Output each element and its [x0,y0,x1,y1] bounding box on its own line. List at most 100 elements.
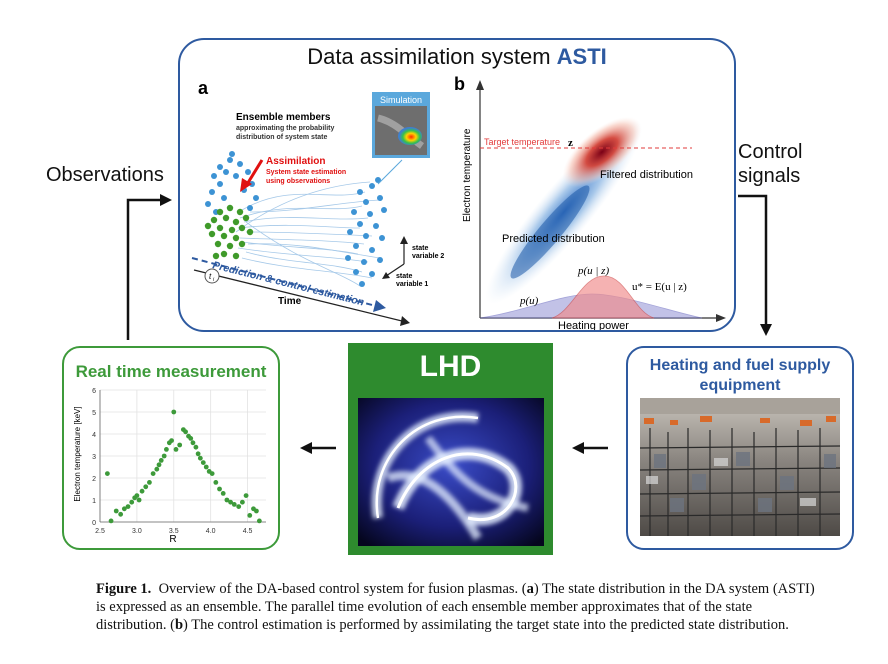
rtm-y-tick: 0 [92,520,96,527]
rtm-data-point [247,513,253,518]
observations-label: Observations [46,164,164,186]
lhd-plasma-photo [358,398,544,546]
rtm-data-point [197,455,203,461]
panel-b-letter: b [454,74,465,94]
rtm-data-point [193,444,199,450]
rtm-data-point [143,484,149,490]
state-var2-line2: variable 2 [412,253,444,260]
asti-brand: ASTI [556,44,607,69]
rtm-data-point [118,511,124,517]
rtm-points [104,409,262,524]
ensemble-sub2: distribution of system state [236,134,328,141]
time-marker [204,268,220,284]
assimilation-title: Assimilation [266,156,325,167]
assimilation-arrow [244,159,264,187]
pu-label: p(u) [519,295,539,307]
rtm-data-point [150,471,156,476]
rtm-data-point [209,471,215,476]
rtm-frame [62,346,280,550]
caption-a: a [526,581,534,597]
ensemble-title: Ensemble members [236,112,331,123]
rtm-data-point [129,499,135,505]
rtm-y-tick: 3 [92,454,96,461]
hall-orange-units [644,416,836,426]
panel-a-letter: a [198,78,209,98]
rtm-y-tick: 1 [92,498,96,505]
rtm-y-label: Electron temperature [keV] [73,406,82,501]
heating-frame [626,346,854,550]
state-var1-line2: variable 1 [396,281,428,288]
rtm-data-point [239,499,245,505]
rtm-y-tick: 5 [92,410,96,417]
rtm-data-point [121,506,127,512]
rtm-data-point [231,502,237,507]
heating-title-line2: equipment [699,377,781,394]
rtm-data-point [243,493,249,498]
asti-title-prefix: Data assimilation system [307,44,551,69]
rtm-data-point [254,508,259,514]
rtm-data-point [104,471,110,476]
rtm-data-point [169,438,174,443]
control-line1: Control [738,141,803,163]
figure-caption: Figure 1. Overview of the DA-based contr… [96,580,826,634]
caption-b: b [174,617,184,633]
rtm-data-point [173,447,179,452]
time-marker-sub: i [213,277,215,283]
rtm-data-point [256,518,262,524]
prediction-arrow [191,257,377,307]
assimilation-arrow-head [240,178,252,192]
control-line2: signals [738,165,801,187]
puz-curve [551,275,655,319]
rtm-y-tick: 6 [92,388,96,395]
heating-title-line1: Heating and fuel supply [649,357,831,374]
rtm-data-point [125,504,131,509]
caption-text2: ) The state distribution in the DA syste… [96,581,815,633]
rtm-data-point [154,466,160,472]
ustar-label: u* = E(u | z) [632,281,687,293]
rtm-x-label: R [169,534,176,544]
predicted-distribution-core [510,185,590,279]
observations-arrow-head [160,194,172,206]
rtm-data-point [224,497,230,503]
state-var1-line1: state [396,273,412,280]
rtm-data-point [164,447,169,452]
rtm-data-point [171,409,177,415]
rtm-x-tick: 3.0 [132,528,142,535]
time-marker-label: t [209,272,212,281]
rtm-chart: 0 1 2 3 4 5 6 2.5 3.0 3.5 4.0 4.5 R Electron temper… [73,388,266,544]
hall-racks [640,428,840,536]
panel-a-illustration: a [191,78,444,326]
filtered-distribution-blob [562,116,642,188]
ensemble-threads [235,181,381,287]
asti-frame [178,38,736,332]
time-label: Time [278,296,302,307]
simulation-pointer [377,159,403,185]
filtered-label: Filtered distribution [600,169,693,181]
simulation-label: Simulation [380,95,422,105]
rtm-data-point [228,499,233,505]
rtm-data-point [183,429,188,435]
rtm-data-point [139,488,145,494]
observations-arrow [126,198,162,340]
panel-b-illustration: b Electron temperature Heating power Tar… [454,74,726,330]
rtm-data-point [158,458,164,463]
rtm-data-point [195,451,201,457]
caption-text1: Overview of the DA-based control system … [158,581,527,597]
prediction-arrow-head [373,300,386,312]
heating-to-lhd-head [572,442,584,454]
rtm-y-tick: 4 [92,432,96,439]
rtm-x-tick: 2.5 [95,528,105,535]
rtm-data-point [200,460,206,465]
caption-text3: ) The control estimation is performed by… [183,617,789,633]
rtm-data-point [236,504,242,509]
ensemble-left-green [204,204,254,260]
rtm-data-point [203,464,209,470]
rtm-data-point [147,480,152,485]
state-var1-arrow [382,272,390,279]
control-arrow-head [760,324,772,336]
rtm-x-tick: 4.0 [206,528,216,535]
target-symbol: z [568,137,573,149]
target-label: Target temperature [484,137,560,147]
rtm-data-point [134,493,140,498]
panel-b-y-label: Electron temperature [462,128,473,222]
